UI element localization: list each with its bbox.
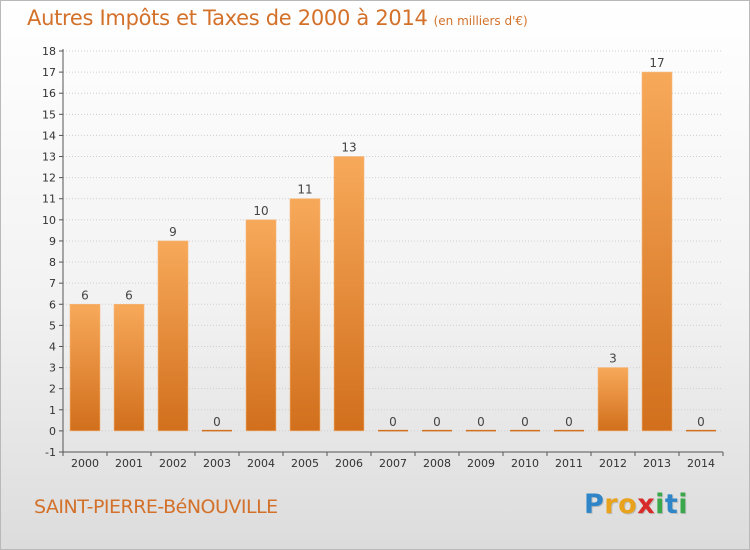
y-tick-label: 5 [49,319,56,332]
x-tick-label: 2009 [467,457,495,470]
y-tick-label: 6 [49,298,56,311]
logo-letter: x [637,489,656,520]
logo-letter: P [584,489,605,520]
y-tick-label: 14 [42,129,56,142]
bar-2010 [510,429,540,432]
data-label-2004: 10 [253,204,268,218]
x-tick-label: 2001 [115,457,143,470]
x-tick-label: 2004 [247,457,275,470]
bar-2002 [157,240,189,432]
y-tick-label: 8 [49,256,56,269]
chart-title: Autres Impôts et Taxes de 2000 à 2014 (en… [27,6,528,30]
bar-2014 [686,429,716,432]
bar-2009 [466,429,496,432]
y-tick-label: 7 [49,277,56,290]
y-tick-label: 15 [42,108,56,121]
y-tick-label: 12 [42,172,56,185]
bar-2006 [333,156,365,432]
data-label-2010: 0 [521,415,529,429]
x-tick-label: 2006 [335,457,363,470]
data-label-2012: 3 [609,352,617,366]
data-label-2002: 9 [169,225,177,239]
y-tick-label: -1 [45,446,56,459]
y-tick-label: 3 [49,362,56,375]
data-label-2001: 6 [125,288,133,302]
bar-2012 [597,367,629,432]
x-tick-label: 2011 [555,457,583,470]
x-tick-label: 2000 [71,457,99,470]
bar-2003 [202,429,232,432]
x-tick-label: 2002 [159,457,187,470]
y-tick-label: 16 [42,87,56,100]
logo-letter: r [604,489,619,520]
x-tick-label: 2014 [687,457,715,470]
y-tick-label: 13 [42,151,56,164]
logo-letter: o [618,489,638,520]
y-tick-label: 9 [49,235,56,248]
bar-2013 [641,71,673,432]
data-label-2008: 0 [433,415,441,429]
data-label-2000: 6 [81,288,89,302]
x-tick-label: 2007 [379,457,407,470]
data-label-2009: 0 [477,415,485,429]
logo-letter: i [655,489,665,520]
data-label-2005: 11 [297,183,312,197]
y-tick-label: 0 [49,425,56,438]
y-tick-label: 11 [42,193,56,206]
x-tick-label: 2010 [511,457,539,470]
y-tick-label: 17 [42,66,56,79]
bar-2008 [422,429,452,432]
grid-lines [63,50,723,432]
x-tick-label: 2012 [599,457,627,470]
proxiti-logo: Proxiti [584,489,688,520]
axes [59,49,724,456]
y-tick-label: 10 [42,214,56,227]
x-tick-label: 2005 [291,457,319,470]
bar-2007 [378,429,408,432]
x-tick-label: 2003 [203,457,231,470]
bar-2011 [554,429,584,432]
data-labels: 6 6 9 0 10 11 13 0 0 0 0 0 3 17 0 [81,56,705,429]
bar-2004 [245,219,277,432]
bars [69,71,716,432]
bar-2001 [113,303,145,432]
y-tick-label: 18 [42,45,56,58]
bar-2000 [69,303,101,432]
x-tick-label: 2008 [423,457,451,470]
y-tick-label: 2 [49,383,56,396]
logo-letter: t [664,489,679,520]
place-name: SAINT-PIERRE-BéNOUVILLE [34,496,278,518]
chart-subtitle: (en milliers d'€) [433,14,528,28]
bar-2005 [289,198,321,432]
y-tick-label: 4 [49,340,56,353]
y-tick-label: 1 [49,404,56,417]
x-tick-label: 2013 [643,457,671,470]
data-label-2011: 0 [565,415,573,429]
data-label-2013: 17 [649,56,664,70]
data-label-2003: 0 [213,415,221,429]
data-label-2007: 0 [389,415,397,429]
data-label-2014: 0 [697,415,705,429]
data-label-2006: 13 [341,141,356,155]
chart-title-text: Autres Impôts et Taxes de 2000 à 2014 [27,6,428,30]
logo-letter: i [678,489,689,520]
